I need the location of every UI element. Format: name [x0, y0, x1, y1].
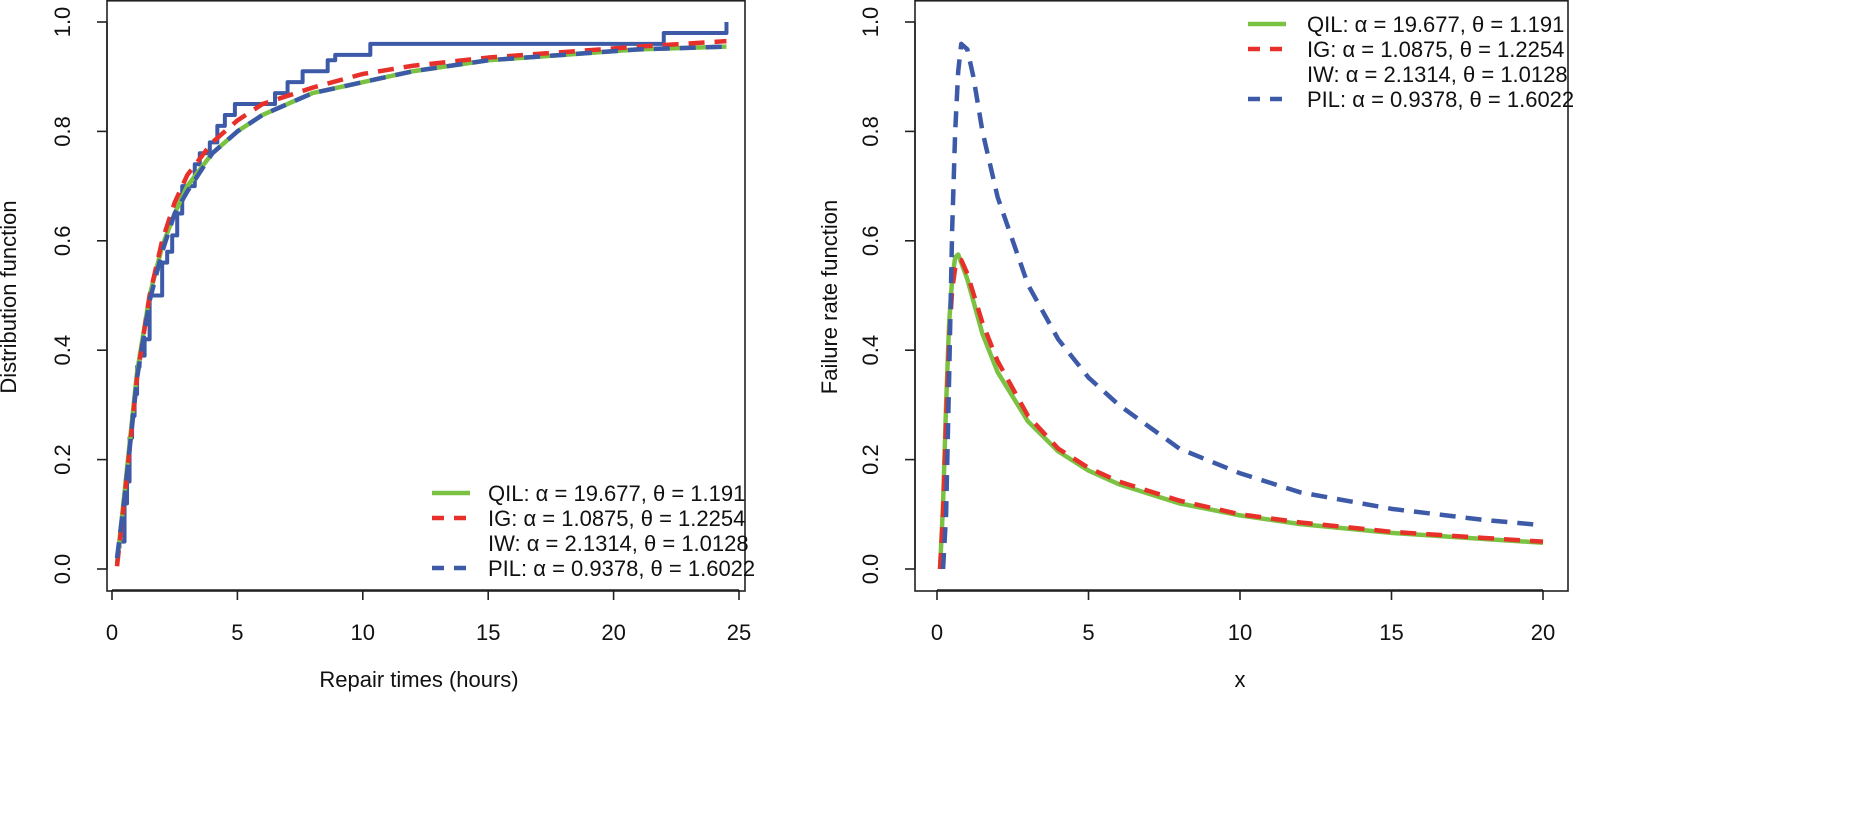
series-pil-line	[940, 41, 1544, 570]
legend-label: PIL: α = 0.9378, θ = 1.6022	[1307, 87, 1574, 112]
y-tick-label: 0.6	[858, 226, 883, 257]
legend-label: IG: α = 1.0875, θ = 1.2254	[488, 506, 745, 531]
y-tick-label: 1.0	[858, 7, 883, 38]
x-tick-label: 5	[1082, 620, 1094, 645]
series-pil-line	[114, 44, 727, 559]
y-axis: 0.0 0.2 0.4 0.6 0.8 1.0	[50, 7, 108, 585]
x-axis-label: Repair times (hours)	[319, 667, 518, 692]
x-axis: 0 5 10 15 20 25	[106, 589, 751, 645]
x-axis-label: x	[1235, 667, 1246, 692]
distribution-function-plot: 0 5 10 15 20 25 0.0 0.2 0.4 0.6 0.8 1.0 Repair tim…	[0, 0, 755, 692]
x-axis: 0 5 10 15 20	[931, 589, 1555, 645]
x-tick-label: 10	[351, 620, 375, 645]
legend-label: QIL: α = 19.677, θ = 1.191	[1307, 12, 1564, 37]
legend-label: IG: α = 1.0875, θ = 1.2254	[1307, 37, 1564, 62]
legend-label: QIL: α = 19.677, θ = 1.191	[488, 481, 745, 506]
plot-marks	[114, 22, 729, 567]
x-tick-label: 0	[931, 620, 943, 645]
y-tick-label: 0.2	[50, 444, 75, 475]
x-tick-label: 10	[1228, 620, 1252, 645]
y-axis-label: Failure rate function	[817, 200, 842, 394]
x-tick-label: 20	[601, 620, 625, 645]
series-ig-line	[937, 257, 1544, 570]
y-tick-label: 0.0	[50, 554, 75, 585]
x-tick-label: 5	[231, 620, 243, 645]
x-tick-label: 15	[1379, 620, 1403, 645]
x-tick-label: 20	[1531, 620, 1555, 645]
y-tick-label: 0.4	[858, 335, 883, 366]
x-tick-label: 25	[727, 620, 751, 645]
series-empirical-line	[117, 22, 729, 550]
failure-rate-function-plot: 0 5 10 15 20 0.0 0.2 0.4 0.6 0.8 1.0 x Failure ra…	[817, 0, 1574, 692]
plot-marks	[937, 41, 1544, 570]
series-qil-line	[937, 252, 1544, 570]
y-tick-label: 0.8	[858, 116, 883, 147]
y-axis-label: Distribution function	[0, 200, 21, 393]
y-tick-label: 0.4	[50, 335, 75, 366]
y-axis: 0.0 0.2 0.4 0.6 0.8 1.0	[858, 7, 916, 585]
y-tick-label: 0.6	[50, 226, 75, 257]
y-tick-label: 0.0	[858, 554, 883, 585]
legend-label: IW: α = 2.1314, θ = 1.0128	[488, 531, 749, 556]
x-tick-label: 15	[476, 620, 500, 645]
y-tick-label: 1.0	[50, 7, 75, 38]
legend-label: IW: α = 2.1314, θ = 1.0128	[1307, 62, 1568, 87]
x-tick-label: 0	[106, 620, 118, 645]
legend-label: PIL: α = 0.9378, θ = 1.6022	[488, 556, 755, 581]
y-tick-label: 0.8	[50, 116, 75, 147]
y-tick-label: 0.2	[858, 444, 883, 475]
